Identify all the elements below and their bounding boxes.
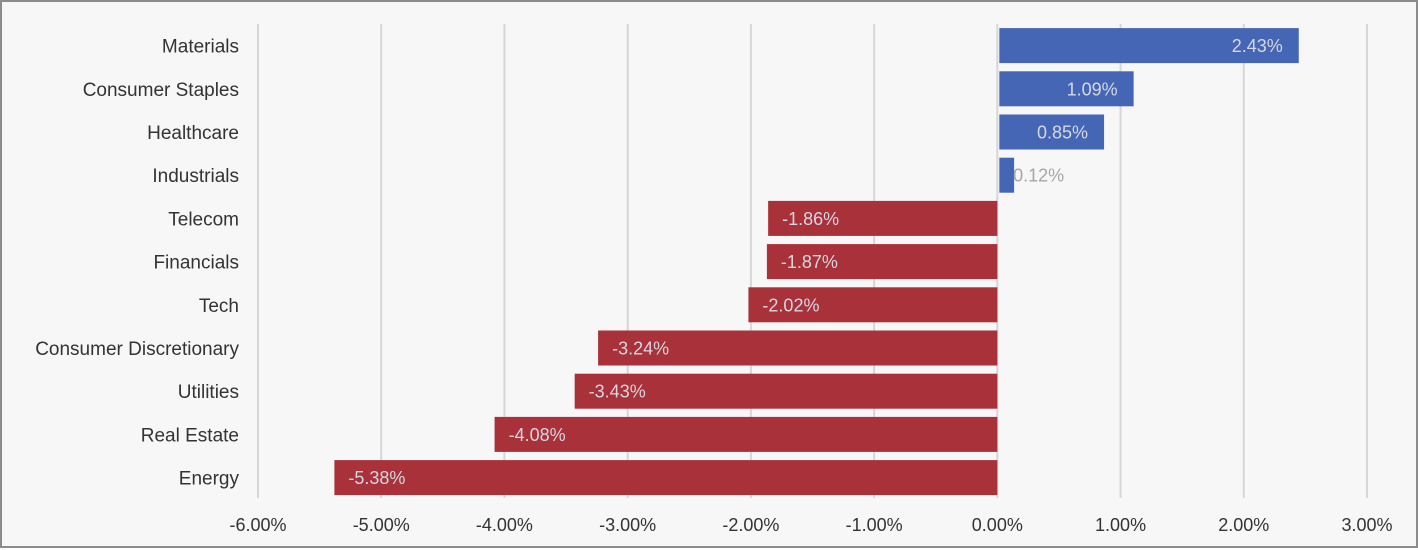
- data-label-financials: -1.87%: [781, 252, 838, 272]
- bar-consumer-staples: [999, 71, 1134, 107]
- data-label-tech: -2.02%: [762, 295, 819, 315]
- category-label-healthcare: Healthcare: [147, 123, 239, 144]
- data-label-consumer-staples: 1.09%: [1067, 79, 1118, 99]
- bar-consumer-discretionary: [598, 330, 998, 366]
- category-label-telecom: Telecom: [168, 209, 239, 230]
- category-label-real-estate: Real Estate: [141, 425, 239, 446]
- x-tick-label-3: -3.00%: [599, 515, 656, 535]
- x-tick-label-6: 0.00%: [972, 515, 1023, 535]
- x-tick-label-1: -5.00%: [353, 515, 410, 535]
- bar-industrials: [999, 157, 1015, 193]
- x-tick-label-4: -2.00%: [722, 515, 779, 535]
- data-label-consumer-discretionary: -3.24%: [612, 339, 669, 359]
- bars: [334, 28, 1299, 496]
- bar-tech: [748, 287, 998, 323]
- bar-materials: [999, 28, 1299, 64]
- category-label-energy: Energy: [179, 469, 240, 490]
- x-tick-label-8: 2.00%: [1218, 515, 1269, 535]
- bar-real-estate: [494, 416, 998, 452]
- category-label-consumer-discretionary: Consumer Discretionary: [35, 339, 239, 360]
- data-label-materials: 2.43%: [1232, 36, 1283, 56]
- data-label-energy: -5.38%: [348, 468, 405, 488]
- category-label-utilities: Utilities: [178, 382, 239, 403]
- data-label-industrials: 0.12%: [1013, 166, 1064, 186]
- bar-energy: [334, 460, 998, 496]
- bar-telecom: [768, 200, 998, 236]
- x-tick-label-0: -6.00%: [229, 515, 286, 535]
- category-label-industrials: Industrials: [152, 166, 239, 187]
- x-tick-label-7: 1.00%: [1095, 515, 1146, 535]
- x-tick-label-5: -1.00%: [846, 515, 903, 535]
- x-tick-label-2: -4.00%: [476, 515, 533, 535]
- data-label-utilities: -3.43%: [589, 382, 646, 402]
- category-label-financials: Financials: [153, 253, 239, 274]
- x-tick-label-9: 3.00%: [1341, 515, 1392, 535]
- category-label-materials: Materials: [162, 37, 239, 58]
- data-label-healthcare: 0.85%: [1037, 123, 1088, 143]
- category-label-consumer-staples: Consumer Staples: [83, 80, 239, 101]
- data-label-real-estate: -4.08%: [509, 425, 566, 445]
- bar-healthcare: [999, 114, 1105, 150]
- bar-utilities: [574, 373, 998, 409]
- data-label-telecom: -1.86%: [782, 209, 839, 229]
- data-labels: 2.43% 1.09% 0.85% 0.12% -1.86% -1.87% -2.02% -3…: [348, 36, 1282, 488]
- category-labels: Materials Consumer Staples Healthcare Indus…: [35, 37, 239, 490]
- x-axis-tick-labels: -6.00% -5.00% -4.00% -3.00% -2.00% -1.00% 0.00…: [229, 515, 1392, 535]
- category-label-tech: Tech: [199, 296, 239, 317]
- bar-financials: [766, 244, 998, 280]
